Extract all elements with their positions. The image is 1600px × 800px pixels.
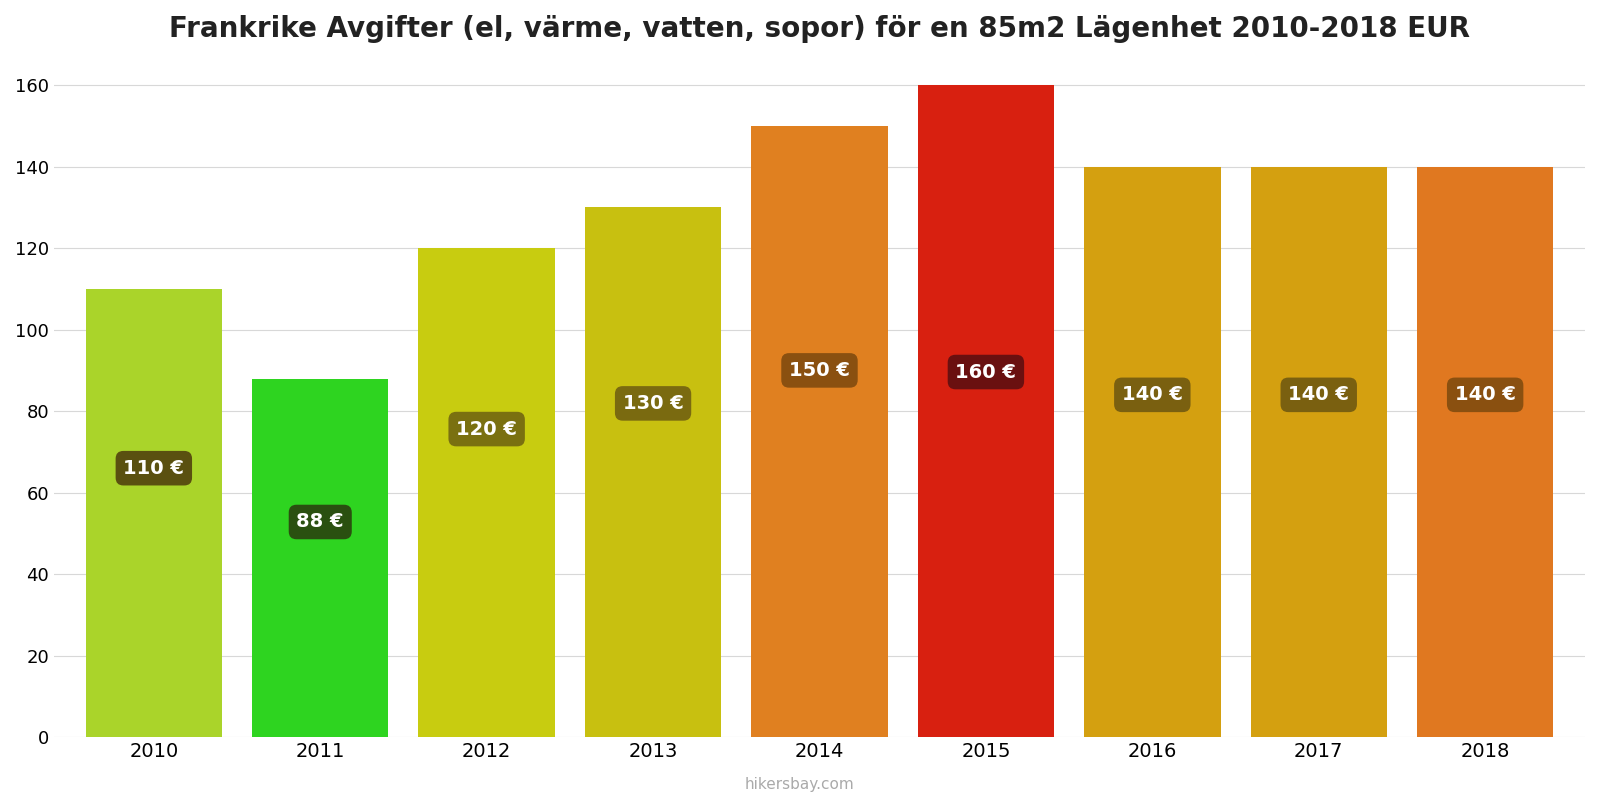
Bar [253, 378, 389, 737]
Text: 130 €: 130 € [622, 394, 683, 413]
Text: 88 €: 88 € [296, 513, 344, 531]
Bar [918, 85, 1054, 737]
Bar [419, 248, 555, 737]
Text: 160 €: 160 € [955, 362, 1016, 382]
Text: 150 €: 150 € [789, 361, 850, 380]
Bar [1251, 166, 1387, 737]
Bar [752, 126, 888, 737]
Text: 140 €: 140 € [1288, 386, 1349, 404]
Bar [1418, 166, 1554, 737]
Bar [586, 207, 722, 737]
Bar [1085, 166, 1221, 737]
Text: 140 €: 140 € [1122, 386, 1182, 404]
Text: 140 €: 140 € [1454, 386, 1515, 404]
Text: 110 €: 110 € [123, 458, 184, 478]
Title: Frankrike Avgifter (el, värme, vatten, sopor) för en 85m2 Lägenhet 2010-2018 EUR: Frankrike Avgifter (el, värme, vatten, s… [170, 15, 1470, 43]
Bar [86, 289, 222, 737]
Text: hikersbay.com: hikersbay.com [746, 777, 854, 792]
Text: 120 €: 120 € [456, 419, 517, 438]
